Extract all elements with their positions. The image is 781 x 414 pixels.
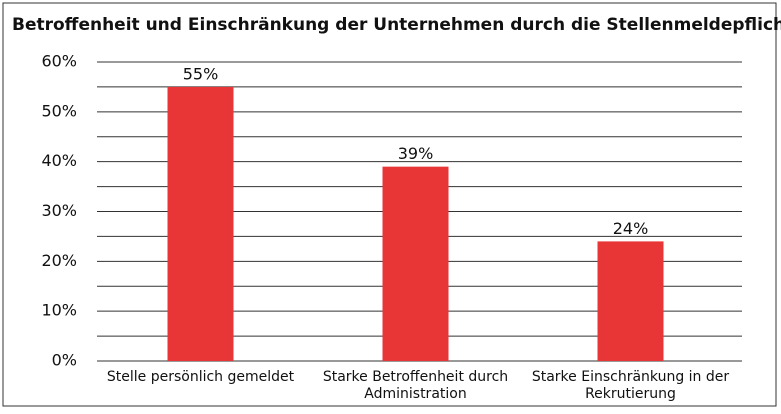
bar [382, 166, 449, 361]
value-label: 39% [398, 144, 434, 163]
value-label: 24% [613, 219, 649, 238]
x-tick-label: Starke Betroffenheit durch Administratio… [322, 369, 509, 402]
y-tick-label: 0% [52, 351, 77, 370]
value-label: 55% [183, 64, 219, 83]
y-tick-label: 50% [41, 101, 77, 120]
chart-border [2, 2, 777, 407]
y-tick-label: 10% [41, 301, 77, 320]
bar [597, 241, 664, 361]
y-tick-label: 60% [41, 52, 77, 71]
x-tick-label: Starke Einschränkung in der Rekrutierung [531, 369, 730, 402]
y-tick-label: 40% [41, 151, 77, 170]
chart-title: Betroffenheit und Einschränkung der Unte… [12, 15, 781, 35]
x-tick-label: Stelle persönlich gemeldet [106, 369, 295, 385]
bar [167, 86, 234, 362]
y-tick-label: 20% [41, 251, 77, 270]
y-tick-label: 30% [41, 201, 77, 220]
